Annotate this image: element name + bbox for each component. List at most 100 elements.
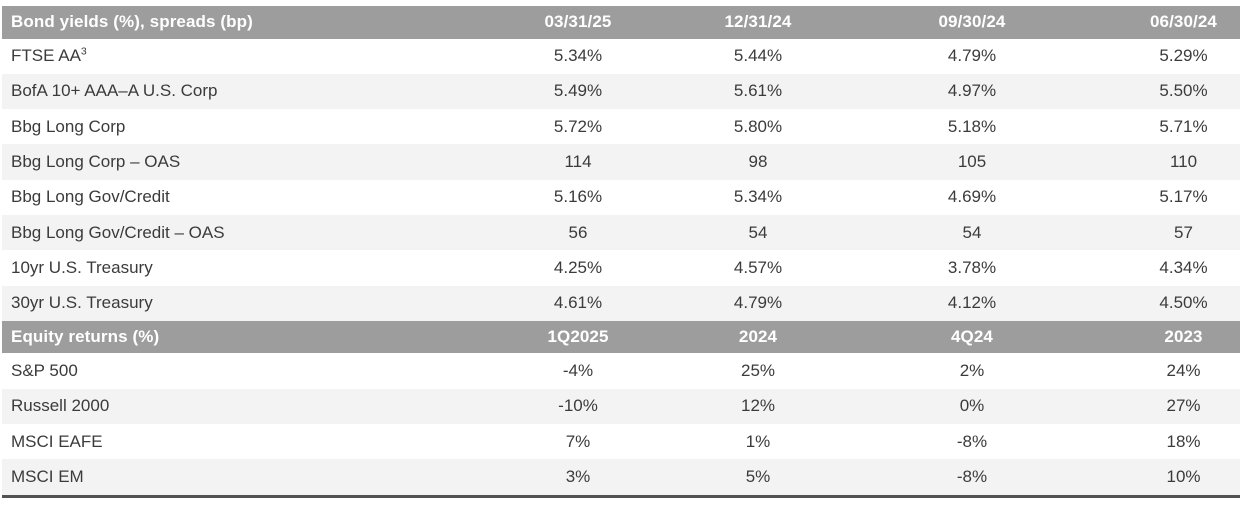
cell-value: 1% bbox=[745, 431, 771, 451]
section-title: Bond yields (%), spreads (bp) bbox=[11, 12, 253, 32]
cell-value: 105 bbox=[957, 152, 987, 172]
row-label-text: Russell 2000 bbox=[11, 396, 110, 416]
cell-value: -10% bbox=[558, 396, 598, 416]
cell-value: 54 bbox=[962, 222, 982, 242]
row-label-text: Bbg Long Gov/Credit – OAS bbox=[11, 222, 225, 242]
row-label: Bbg Long Corp bbox=[2, 117, 457, 137]
cell-value: 7% bbox=[565, 431, 591, 451]
cell-value: 4.97% bbox=[947, 81, 997, 101]
cell-value: -8% bbox=[956, 431, 988, 451]
table-section: Equity returns (%) 1Q2025 2024 4Q24 2023 S&P … bbox=[2, 320, 1240, 495]
column-header: 2024 bbox=[738, 327, 778, 347]
cell-value: 5.29% bbox=[1159, 46, 1208, 66]
row-label: Russell 2000 bbox=[2, 396, 457, 416]
cell-value: 12% bbox=[740, 396, 776, 416]
cell-value: 25% bbox=[740, 361, 776, 381]
row-label-text: 10yr U.S. Treasury bbox=[11, 257, 153, 277]
cell-value: 4.61% bbox=[553, 293, 603, 313]
cell-value: 5.49% bbox=[553, 81, 603, 101]
cell-value: -4% bbox=[562, 361, 594, 381]
row-label: Bbg Long Gov/Credit – OAS bbox=[2, 223, 457, 243]
cell-value: 10% bbox=[1166, 466, 1201, 486]
cell-value: 56 bbox=[568, 222, 588, 242]
column-header: 12/31/24 bbox=[724, 12, 792, 32]
table-row: Russell 2000 -10% 12% 0% 27% bbox=[2, 388, 1240, 424]
cell-value: 5.18% bbox=[947, 116, 997, 136]
row-label-text: BofA 10+ AAA–A U.S. Corp bbox=[11, 81, 218, 101]
row-label-text: 30yr U.S. Treasury bbox=[11, 293, 153, 313]
row-label-text: Bbg Long Corp bbox=[11, 116, 126, 136]
table-row: Bbg Long Corp – OAS 114 98 105 110 bbox=[2, 144, 1240, 180]
cell-value: 4.25% bbox=[553, 257, 603, 277]
cell-value: 4.57% bbox=[733, 257, 783, 277]
cell-value: 5.61% bbox=[733, 81, 783, 101]
footnote-marker: 3 bbox=[80, 46, 87, 58]
cell-value: 3.78% bbox=[947, 257, 997, 277]
cell-value: 4.79% bbox=[947, 46, 997, 66]
table-row: MSCI EAFE 7% 1% -8% 18% bbox=[2, 423, 1240, 460]
cell-value: 5.16% bbox=[553, 187, 603, 207]
cell-value: 5.44% bbox=[733, 46, 783, 66]
cell-value: 5.17% bbox=[1159, 187, 1208, 207]
cell-value: 5.71% bbox=[1159, 116, 1208, 136]
cell-value: 27% bbox=[1166, 396, 1201, 416]
cell-value: 98 bbox=[748, 152, 768, 172]
cell-value: 5.34% bbox=[733, 187, 783, 207]
row-label-text: S&P 500 bbox=[11, 361, 78, 381]
column-header: 03/31/25 bbox=[544, 12, 612, 32]
table-row: S&P 500 -4% 25% 2% 24% bbox=[2, 353, 1240, 389]
cell-value: 0% bbox=[959, 396, 985, 416]
row-label: Bbg Long Corp – OAS bbox=[2, 152, 457, 172]
table-row: 30yr U.S. Treasury 4.61% 4.79% 4.12% 4.50% bbox=[2, 285, 1240, 321]
cell-value: 4.69% bbox=[947, 187, 997, 207]
cell-value: 4.79% bbox=[733, 293, 783, 313]
cell-value: -8% bbox=[956, 466, 988, 486]
cell-value: 3% bbox=[565, 466, 591, 486]
cell-value: 4.50% bbox=[1159, 293, 1208, 313]
section-header-row: Bond yields (%), spreads (bp) 03/31/25 12/… bbox=[2, 6, 1240, 39]
cell-value: 5.72% bbox=[553, 116, 603, 136]
cell-value: 114 bbox=[564, 152, 592, 172]
cell-value: 5.34% bbox=[553, 46, 603, 66]
cell-value: 2% bbox=[959, 361, 985, 381]
row-label-text: MSCI EM bbox=[11, 466, 84, 486]
table-row: FTSE AA3 5.34% 5.44% 4.79% 5.29% bbox=[2, 38, 1240, 74]
cell-value: 54 bbox=[748, 222, 768, 242]
table-section: Bond yields (%), spreads (bp) 03/31/25 12/… bbox=[2, 6, 1240, 321]
market-summary-table: Bond yields (%), spreads (bp) 03/31/25 12/… bbox=[2, 6, 1240, 498]
row-label: 10yr U.S. Treasury bbox=[2, 258, 457, 278]
cell-value: 5% bbox=[745, 466, 771, 486]
column-header: 2023 bbox=[1164, 327, 1203, 347]
row-label: Bbg Long Gov/Credit bbox=[2, 187, 457, 207]
row-label: 30yr U.S. Treasury bbox=[2, 293, 457, 313]
row-label: S&P 500 bbox=[2, 361, 457, 381]
row-label: BofA 10+ AAA–A U.S. Corp bbox=[2, 81, 457, 101]
cell-value: 110 bbox=[1169, 152, 1198, 172]
table-row: Bbg Long Corp 5.72% 5.80% 5.18% 5.71% bbox=[2, 109, 1240, 145]
section-header-row: Equity returns (%) 1Q2025 2024 4Q24 2023 bbox=[2, 320, 1240, 354]
table-row: 10yr U.S. Treasury 4.25% 4.57% 3.78% 4.34% bbox=[2, 250, 1240, 286]
column-header: 06/30/24 bbox=[1150, 12, 1217, 32]
section-title: Equity returns (%) bbox=[11, 327, 160, 347]
row-label-text: MSCI EAFE bbox=[11, 431, 103, 451]
cell-value: 18% bbox=[1166, 431, 1201, 451]
cell-value: 4.12% bbox=[947, 293, 997, 313]
row-label-text: Bbg Long Gov/Credit bbox=[11, 187, 170, 207]
table-row: Bbg Long Gov/Credit 5.16% 5.34% 4.69% 5.17% bbox=[2, 179, 1240, 215]
row-label: MSCI EM bbox=[2, 467, 457, 487]
cell-value: 5.50% bbox=[1159, 81, 1208, 101]
column-header: 4Q24 bbox=[951, 327, 993, 347]
column-header: 1Q2025 bbox=[547, 327, 609, 347]
row-label-text: Bbg Long Corp – OAS bbox=[11, 152, 181, 172]
cell-value: 4.34% bbox=[1159, 257, 1208, 277]
column-header: 09/30/24 bbox=[938, 12, 1006, 32]
cell-value: 24% bbox=[1166, 361, 1201, 381]
table-row: Bbg Long Gov/Credit – OAS 56 54 54 57 bbox=[2, 214, 1240, 251]
row-label: MSCI EAFE bbox=[2, 432, 457, 452]
table-row: MSCI EM 3% 5% -8% 10% bbox=[2, 459, 1240, 495]
table-row: BofA 10+ AAA–A U.S. Corp 5.49% 5.61% 4.97% 5… bbox=[2, 73, 1240, 110]
cell-value: 57 bbox=[1174, 222, 1193, 242]
cell-value: 5.80% bbox=[733, 116, 783, 136]
row-label: FTSE AA3 bbox=[2, 46, 457, 66]
row-label-text: FTSE AA bbox=[11, 46, 81, 66]
